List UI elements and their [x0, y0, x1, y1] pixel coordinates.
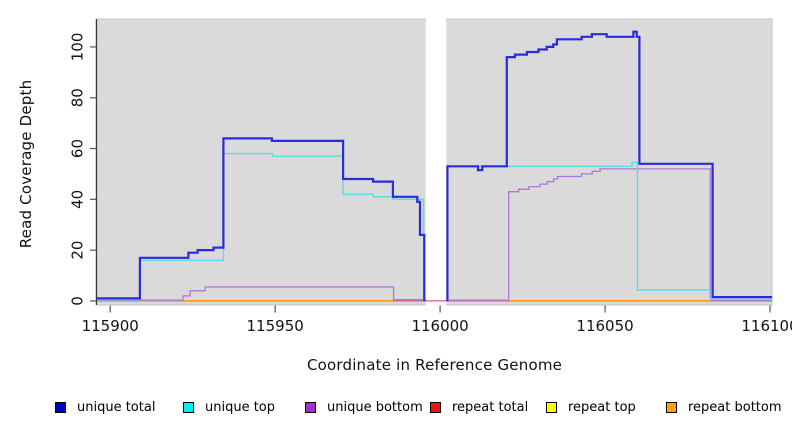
series-line-unique-top: [447, 161, 772, 301]
y-tick-label: 0: [69, 296, 87, 306]
legend-swatch-repeat-top: [546, 401, 557, 413]
x-tick-label: 116100: [741, 317, 792, 335]
legend-label-repeat-total: repeat total: [452, 399, 529, 415]
legend-item-unique-bottom: unique bottom: [305, 399, 423, 415]
legend-item-repeat-total: repeat total: [430, 399, 528, 415]
series-line-unique-total: [446, 30, 772, 302]
series-line-unique-bottom: [446, 168, 772, 301]
y-tick-label: 60: [69, 139, 87, 158]
legend-swatch-unique-top: [183, 401, 194, 413]
y-axis-title: Read Coverage Depth: [17, 79, 35, 249]
y-tick-label: 80: [69, 88, 87, 107]
series-line-unique-bottom: [97, 286, 426, 301]
x-tick-label: 116050: [576, 317, 633, 335]
x-tick-label: 115900: [82, 317, 139, 335]
legend-label-unique-bottom: unique bottom: [327, 399, 423, 415]
y-tick-label: 100: [69, 33, 87, 62]
legend-label-repeat-top: repeat top: [568, 399, 636, 415]
x-axis-title: Coordinate in Reference Genome: [306, 356, 563, 374]
legend-swatch-repeat-total: [430, 401, 441, 413]
series-line-unique-total: [97, 137, 426, 302]
legend-swatch-unique-total: [55, 401, 66, 413]
legend-label-unique-total: unique total: [77, 399, 156, 415]
legend-swatch-repeat-bottom: [666, 401, 677, 413]
x-tick-label: 116000: [411, 317, 468, 335]
x-tick-label: 115950: [247, 317, 304, 335]
legend-item-repeat-top: repeat top: [546, 399, 636, 415]
legend-item-repeat-bottom: repeat bottom: [666, 399, 782, 415]
no-data-gap-band: [425, 18, 447, 306]
legend-swatch-unique-bottom: [305, 401, 316, 413]
legend-label-repeat-bottom: repeat bottom: [688, 399, 782, 415]
legend-item-unique-total: unique total: [55, 399, 155, 415]
y-tick-label: 20: [69, 241, 87, 260]
legend-item-unique-top: unique top: [183, 399, 275, 415]
y-tick-label: 40: [69, 190, 87, 209]
legend: unique total unique top unique bottom repea…: [0, 399, 792, 421]
legend-label-unique-top: unique top: [205, 399, 276, 415]
